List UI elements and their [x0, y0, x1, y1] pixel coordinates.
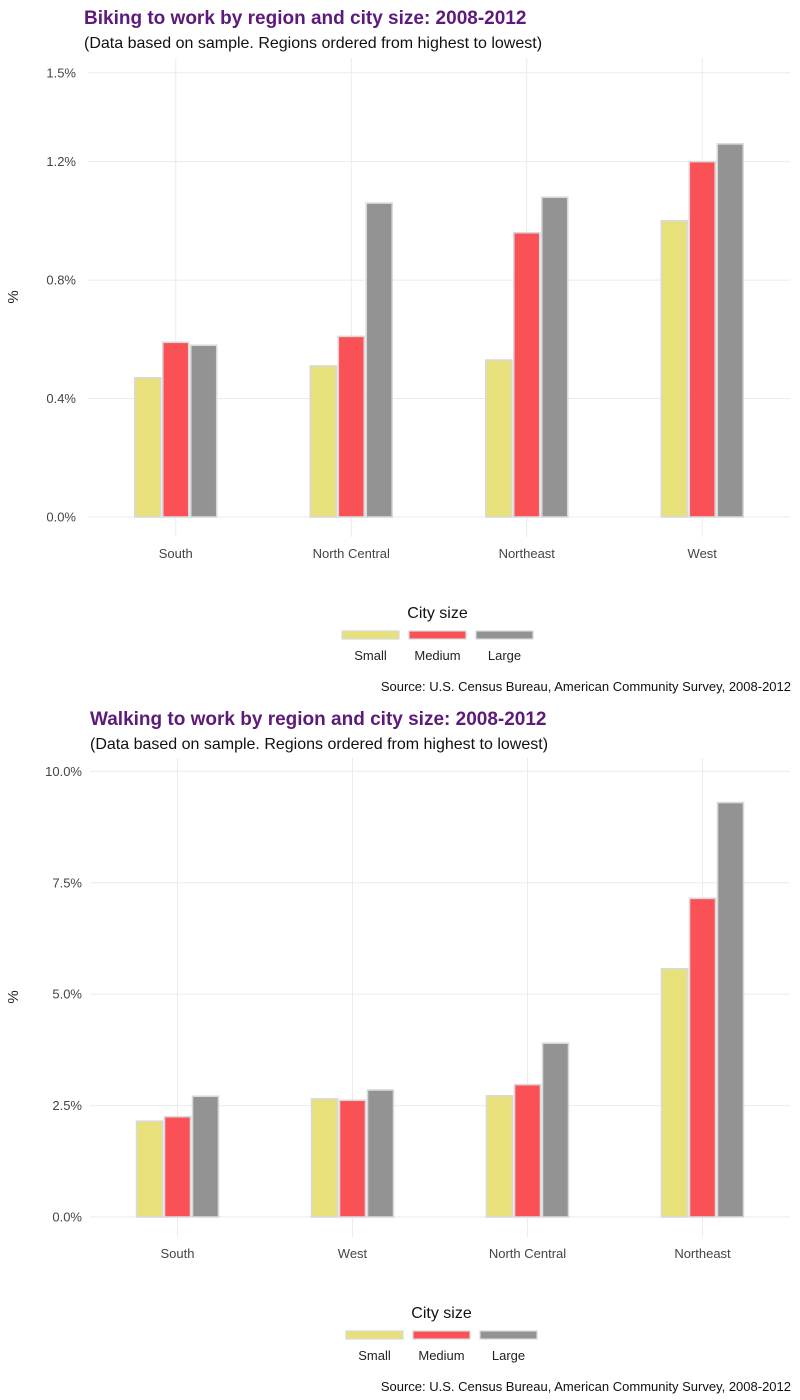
x-axis-ticks: South West North Central Northeast — [161, 1246, 732, 1261]
bars — [135, 801, 745, 1218]
walking-chart: Walking to work by region and city size:… — [5, 709, 791, 1394]
chart-caption: Source: U.S. Census Bureau, American Com… — [381, 679, 791, 694]
x-tick-label: South — [159, 546, 193, 561]
bar-medium — [337, 335, 366, 518]
bar-small — [485, 1094, 514, 1218]
x-tick-label: West — [338, 1246, 368, 1261]
x-tick-label: South — [161, 1246, 195, 1261]
bar-large — [716, 801, 745, 1218]
legend-swatch-medium — [408, 630, 467, 640]
legend-swatch-large — [479, 1330, 538, 1340]
legend-swatch-medium — [412, 1330, 471, 1340]
y-tick-label: 0.0% — [46, 510, 76, 525]
bar-medium — [513, 1083, 542, 1218]
y-tick-label: 1.2% — [46, 154, 76, 169]
legend-label-large: Large — [492, 1348, 525, 1363]
chart-title: Biking to work by region and city size: … — [84, 8, 526, 29]
bar-large — [366, 1089, 395, 1218]
legend-label-medium: Medium — [418, 1348, 464, 1363]
chart-subtitle: (Data based on sample. Regions ordered f… — [90, 736, 548, 753]
legend: Small Medium Large — [345, 1330, 538, 1363]
bar-small — [484, 359, 513, 518]
y-tick-label: 0.8% — [46, 273, 76, 288]
bar-small — [660, 220, 689, 518]
y-tick-label: 0.4% — [46, 391, 76, 406]
bar-large — [365, 202, 394, 518]
y-tick-label: 2.5% — [52, 1098, 82, 1113]
legend-swatch-small — [341, 630, 400, 640]
bar-medium — [688, 897, 717, 1218]
bars — [133, 143, 745, 518]
legend-title: City size — [411, 1305, 472, 1322]
chart-caption: Source: U.S. Census Bureau, American Com… — [381, 1379, 791, 1394]
legend-swatch-small — [345, 1330, 404, 1340]
bar-large — [540, 196, 569, 518]
x-tick-label: West — [688, 546, 718, 561]
legend-label-small: Small — [354, 648, 387, 663]
bar-medium — [163, 1115, 192, 1218]
bar-medium — [338, 1099, 367, 1218]
legend-label-medium: Medium — [414, 648, 460, 663]
y-tick-label: 10.0% — [45, 764, 82, 779]
bar-large — [191, 1095, 220, 1218]
legend-label-large: Large — [488, 648, 521, 663]
chart-subtitle: (Data based on sample. Regions ordered f… — [84, 35, 542, 52]
bar-small — [660, 967, 689, 1218]
legend-title: City size — [407, 605, 468, 622]
legend-label-small: Small — [358, 1348, 391, 1363]
x-axis-ticks: South North Central Northeast West — [159, 546, 718, 561]
y-axis-label: % — [5, 990, 22, 1003]
y-tick-label: 1.5% — [46, 65, 76, 80]
bar-medium — [512, 231, 541, 518]
bar-small — [135, 1120, 164, 1218]
y-tick-label: 0.0% — [52, 1210, 82, 1225]
x-tick-label: Northeast — [674, 1246, 731, 1261]
legend-swatch-large — [475, 630, 534, 640]
y-tick-label: 7.5% — [52, 875, 82, 890]
x-tick-label: Northeast — [499, 546, 556, 561]
bar-small — [310, 1098, 339, 1218]
y-axis-ticks: 0.0% 2.5% 5.0% 7.5% 10.0% — [45, 764, 82, 1225]
bar-large — [541, 1042, 570, 1218]
bar-large — [716, 143, 745, 518]
y-axis-ticks: 0.0% 0.4% 0.8% 1.2% 1.5% — [46, 65, 76, 524]
y-tick-label: 5.0% — [52, 987, 82, 1002]
bar-medium — [688, 160, 717, 518]
y-axis-label: % — [5, 290, 22, 303]
x-tick-label: North Central — [489, 1246, 566, 1261]
bar-small — [309, 365, 338, 518]
bar-small — [133, 377, 162, 518]
bar-large — [189, 344, 218, 518]
chart-title: Walking to work by region and city size:… — [90, 709, 547, 730]
legend: Small Medium Large — [341, 630, 534, 663]
biking-chart: Biking to work by region and city size: … — [5, 8, 791, 694]
bar-medium — [161, 341, 190, 518]
x-tick-label: North Central — [313, 546, 390, 561]
